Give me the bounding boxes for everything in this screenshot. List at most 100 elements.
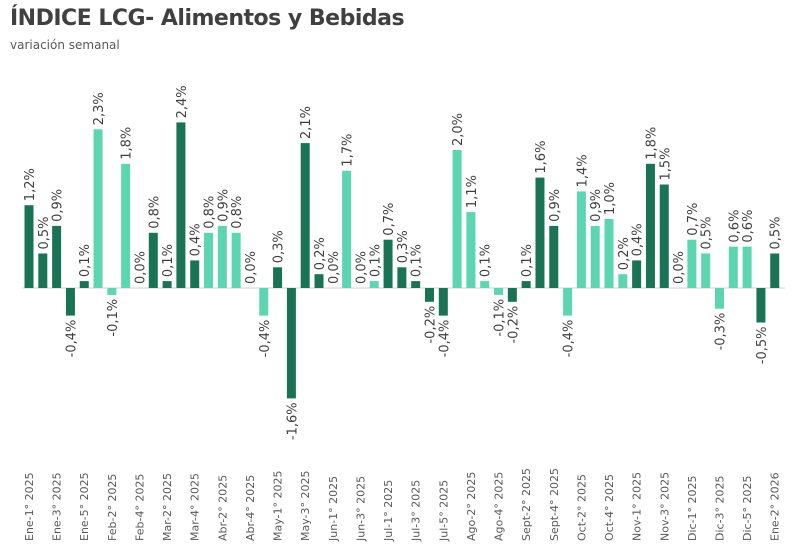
x-tick-label: Feb-4° 2025 — [133, 474, 146, 541]
x-tick-label: Jul-5° 2025 — [437, 480, 450, 542]
x-tick-label: May-1° 2025 — [272, 470, 285, 541]
data-label: 0,6% — [727, 210, 742, 243]
bar — [342, 170, 352, 288]
bar — [52, 225, 62, 288]
bar — [176, 122, 186, 289]
data-label: -0,5% — [755, 327, 770, 365]
bar — [411, 281, 421, 288]
bar — [549, 225, 559, 288]
bar — [618, 274, 628, 288]
data-label: -0,1% — [493, 299, 508, 337]
bar — [715, 288, 724, 309]
bar — [162, 281, 172, 288]
data-label: -0,1% — [106, 299, 121, 337]
bar — [24, 205, 34, 288]
data-label: -1,6% — [285, 402, 300, 440]
bar — [273, 267, 283, 288]
data-label: 0,0% — [244, 251, 259, 284]
x-tick-label: Jul-1° 2025 — [382, 480, 395, 542]
data-label: 0,7% — [382, 203, 397, 236]
bar — [190, 260, 200, 288]
bar — [507, 288, 517, 302]
data-label: 0,6% — [741, 210, 756, 243]
x-tick-label: Ago-2° 2025 — [465, 472, 478, 541]
data-label: -0,2% — [506, 306, 521, 344]
x-tick-label: Oct-2° 2025 — [575, 474, 588, 541]
data-label: 0,5% — [700, 216, 715, 249]
data-label: 0,1% — [520, 244, 535, 277]
x-tick-label: Ene-3° 2025 — [51, 472, 64, 541]
data-label: 1,7% — [341, 134, 356, 167]
bar — [687, 239, 697, 288]
data-label: 0,8% — [147, 196, 162, 229]
bar — [204, 232, 214, 288]
data-label: 1,8% — [644, 127, 659, 160]
bar — [742, 246, 752, 288]
data-label: 2,1% — [299, 106, 314, 139]
bar — [121, 163, 131, 288]
data-label: 1,4% — [575, 154, 590, 187]
bar — [604, 219, 614, 288]
x-tick-label: Sept-4° 2025 — [548, 468, 561, 541]
data-label: -0,4% — [258, 320, 273, 358]
bar — [770, 253, 780, 288]
x-tick-label: Jul-3° 2025 — [410, 480, 423, 542]
data-label: 0,1% — [410, 244, 425, 277]
bar — [79, 281, 89, 288]
x-tick-label: May-3° 2025 — [299, 470, 312, 541]
data-label: -0,4% — [437, 320, 452, 358]
data-label: 0,2% — [313, 237, 328, 270]
bar — [217, 225, 227, 288]
data-label: -0,2% — [423, 306, 438, 344]
x-tick-label: Ene-1° 2025 — [23, 472, 36, 541]
data-label: 0,1% — [479, 244, 494, 277]
data-label: 0,2% — [617, 237, 632, 270]
bar — [756, 288, 766, 323]
data-label: 1,5% — [658, 147, 673, 180]
data-label: 0,4% — [189, 223, 204, 256]
x-tick-label: Nov-3° 2025 — [658, 472, 671, 541]
data-label: 2,0% — [451, 113, 466, 146]
data-label: 0,9% — [216, 189, 231, 222]
bar — [438, 288, 448, 316]
bar — [659, 184, 669, 288]
data-label: 0,3% — [396, 230, 411, 263]
bar — [383, 239, 393, 288]
bar — [259, 288, 269, 316]
bar — [286, 288, 296, 399]
data-label: 1,6% — [534, 141, 549, 174]
bar — [466, 212, 476, 288]
data-label: 0,0% — [354, 251, 369, 284]
data-label: 0,1% — [78, 244, 93, 277]
bar — [452, 150, 462, 288]
x-tick-label: Ene-2° 2026 — [769, 472, 782, 541]
bar — [397, 267, 407, 288]
data-label: 0,1% — [161, 244, 176, 277]
bar — [563, 288, 573, 316]
bar — [107, 288, 117, 295]
data-label: 1,0% — [603, 182, 618, 215]
bar — [521, 281, 531, 288]
bar — [632, 260, 642, 288]
x-tick-label: Abr-4° 2025 — [244, 475, 257, 541]
x-tick-label: Dic-5° 2025 — [741, 475, 754, 541]
bar — [535, 177, 545, 288]
bar — [300, 143, 310, 288]
data-label: 0,7% — [686, 203, 701, 236]
x-tick-label: Dic-1° 2025 — [686, 475, 699, 541]
chart-title: ÍNDICE LCG- Alimentos y Bebidas — [10, 6, 405, 31]
data-label: 1,1% — [465, 175, 480, 208]
bar — [148, 232, 158, 288]
x-tick-label: Jun-3° 2025 — [354, 476, 367, 542]
data-label: 2,4% — [175, 85, 190, 118]
x-tick-label: Sept-2° 2025 — [520, 468, 533, 541]
data-label: 0,9% — [548, 189, 563, 222]
bar — [728, 246, 738, 288]
data-label: 0,0% — [133, 251, 148, 284]
bar — [369, 281, 379, 288]
data-label: 0,8% — [203, 196, 218, 229]
data-label: 0,5% — [769, 216, 784, 249]
x-tick-label: Jun-1° 2025 — [327, 476, 340, 542]
data-label: 1,8% — [120, 127, 135, 160]
data-label: 0,0% — [327, 251, 342, 284]
